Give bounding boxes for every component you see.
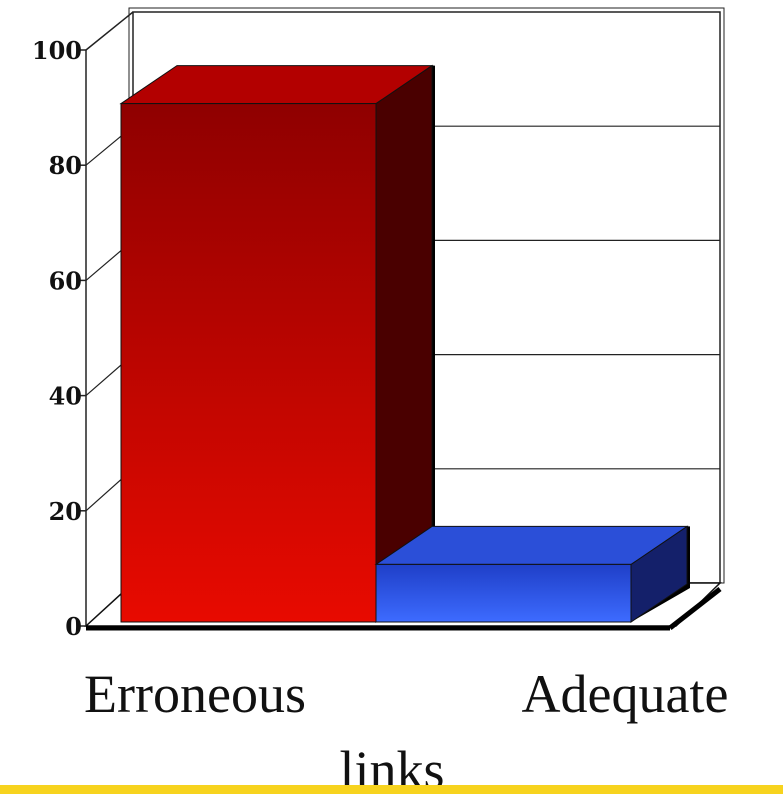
bar-1 [374,525,690,623]
x-category-labels: Erroneous Adequate [84,664,728,724]
bars [119,64,690,623]
left-wall-top-edge [85,11,134,51]
y-tick-label: 100 [32,36,82,65]
bar-1-front [375,563,632,623]
y-tick-label: 40 [49,382,82,411]
x-category-label-0: Erroneous [84,664,306,724]
y-tick-label: 80 [49,151,82,180]
bar-0 [119,64,435,623]
y-tick-label: 20 [49,497,82,526]
accent-band [0,785,783,794]
x-category-label-1: Adequate [522,664,729,724]
y-tick-label: 60 [49,266,82,295]
y-tick-label: 0 [65,612,82,641]
floor-right-edge [668,587,722,630]
bar-0-front [120,103,377,623]
y-tick-labels: 0 20 40 60 80 100 [32,36,82,641]
